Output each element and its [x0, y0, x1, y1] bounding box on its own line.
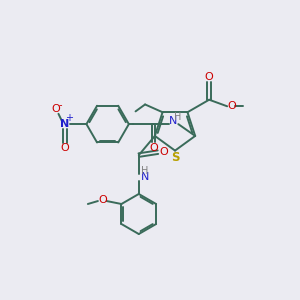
Text: N: N	[169, 116, 178, 126]
Text: O: O	[228, 101, 236, 111]
Text: O: O	[51, 104, 60, 114]
Text: O: O	[61, 143, 69, 153]
Text: S: S	[171, 151, 179, 164]
Text: H: H	[174, 112, 182, 122]
Text: O: O	[149, 143, 158, 153]
Text: O: O	[205, 72, 214, 82]
Text: H: H	[141, 166, 148, 176]
Text: O: O	[98, 195, 107, 205]
Text: N: N	[140, 172, 149, 182]
Text: +: +	[65, 113, 73, 123]
Text: O: O	[159, 147, 168, 157]
Text: -: -	[58, 100, 62, 110]
Text: N: N	[60, 119, 70, 129]
